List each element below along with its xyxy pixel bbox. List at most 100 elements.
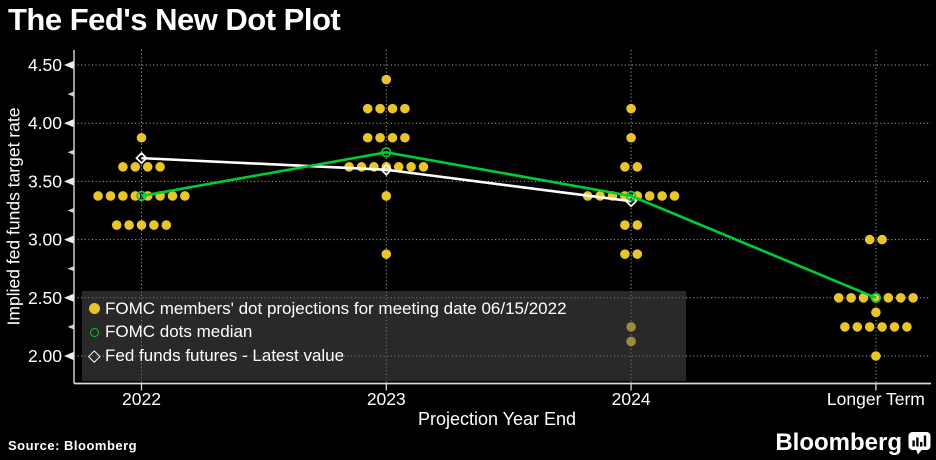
fomc-dot [105,191,116,201]
fomc-dot [400,132,410,143]
fomc-dot [375,132,385,143]
legend-label: Fed funds futures - Latest value [105,345,345,365]
legend-label: FOMC members' dot projections for meetin… [105,298,567,318]
legend-item-fomc-dots: FOMC members' dot projections for meetin… [89,297,686,321]
legend-item-median: FOMC dots median [89,321,686,345]
source-credit: Source: Bloomberg [8,438,138,453]
x-tick-label: 2023 [367,389,406,409]
fomc-dot [400,103,410,114]
fomc-dot [632,249,643,259]
y-minor-tick [67,149,74,155]
y-tick-label: 3.50 [28,171,62,191]
fomc-dot [669,191,680,201]
y-tick-label: 4.00 [28,113,62,133]
y-minor-tick [67,91,74,97]
median-marker [136,190,147,202]
fomc-dot [883,293,894,303]
legend-label: FOMC dots median [105,322,253,342]
fomc-dot-clusters [93,74,918,361]
fomc-dot [846,293,856,303]
y-tick-label: 4.50 [28,55,62,75]
x-axis-title: Projection Year End [417,409,577,429]
fomc-dot [375,103,385,114]
chart-legend: FOMC members' dot projections for meetin… [82,291,686,381]
fomc-dot [130,162,141,172]
y-tick-arrow [64,293,74,302]
fomc-dot [864,234,875,245]
x-tick-label: Longer Term [827,389,925,409]
fomc-dot [908,293,918,303]
fomc-dot [632,220,643,230]
fomc-dot [632,162,643,172]
fomc-dot [644,191,655,201]
bloomberg-wordmark: Bloomberg [775,429,902,456]
y-tick-label: 2.50 [28,288,62,308]
y-minor-tick [67,207,74,214]
fomc-dot [142,162,153,172]
fomc-dot [161,220,172,230]
fomc-dot [381,74,392,85]
fomc-dot [902,322,912,332]
fomc-dot [111,220,122,230]
y-minor-tick [67,324,74,330]
fomc-dot [889,322,900,332]
median-marker [381,147,392,158]
fomc-dot [858,293,869,303]
white-diamond-icon [88,349,105,362]
fomc-dot [118,162,128,172]
y-tick-arrow [64,119,74,128]
fomc-dot [167,191,178,201]
x-tick-label: 2024 [612,389,651,409]
fomc-dot [155,162,165,172]
green-circle-icon [89,327,105,337]
fomc-dot [852,322,863,332]
fomc-dot [393,162,404,172]
bloomberg-bar-chart-bubble-icon [908,432,931,455]
y-tick-arrow [64,235,74,244]
median-marker [870,292,882,303]
fomc-dot [136,220,147,230]
fomc-dot [418,162,429,172]
fomc-dot [864,322,875,332]
fomc-dot [877,234,887,245]
futures-marker [380,163,393,176]
y-tick-label: 3.00 [28,230,62,250]
fomc-dot [149,220,159,230]
yellow-dot-icon [89,303,105,315]
fomc-dot [871,351,881,361]
fomc-dot [620,162,630,172]
fomc-dot [118,191,128,201]
legend-item-futures: Fed funds futures - Latest value [88,344,686,368]
bloomberg-logo: Bloomberg [775,429,931,457]
y-minor-tick [67,266,74,272]
fomc-dot [840,322,850,332]
fomc-dot [626,132,636,143]
fomc-dot [362,103,373,114]
median-line [136,147,882,303]
y-tick-arrow [64,351,74,361]
fomc-dot [124,220,134,230]
fomc-dot [180,191,190,201]
y-tick-arrow [64,177,74,186]
x-tick-label: 2022 [122,389,161,409]
fomc-dot [406,162,416,172]
median-marker [625,190,637,202]
fomc-dot [657,191,667,201]
fomc-dot [620,220,630,230]
fomc-dot [362,132,373,143]
chart-title: The Fed's New Dot Plot [8,2,341,37]
fomc-dot [877,322,887,332]
fomc-dot [387,103,398,114]
fomc-dot [381,191,392,201]
futures-marker [135,151,148,165]
fomc-dot [381,249,392,259]
y-tick-arrow [64,60,74,70]
fomc-dot [871,307,881,318]
fomc-dot [620,249,630,259]
y-tick-label: 2.00 [28,346,62,366]
fomc-dot [833,293,844,303]
fomc-dot [93,191,103,201]
fomc-dot [626,103,636,114]
